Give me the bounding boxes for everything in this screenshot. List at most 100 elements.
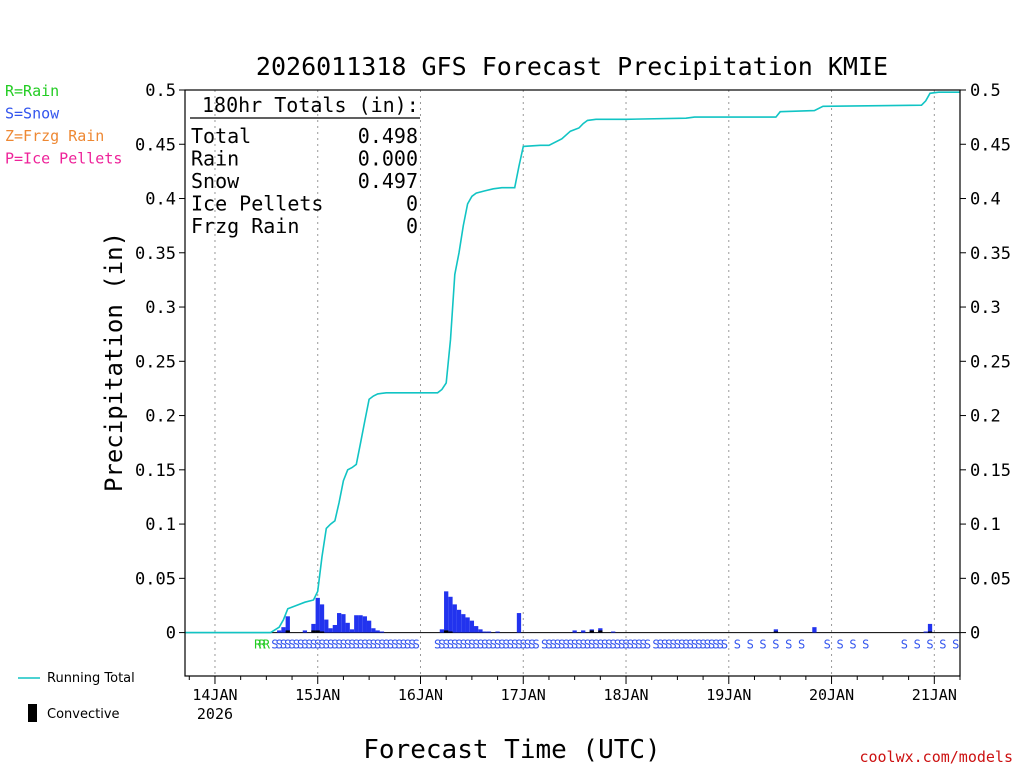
plot-frame: [184, 89, 961, 677]
snow-bar: [923, 631, 928, 633]
snow-marker: S: [532, 638, 539, 652]
convective-bar: [285, 630, 290, 633]
snow-bar: [773, 629, 779, 633]
snow-marker: S: [306, 638, 313, 652]
snow-bar: [337, 613, 342, 633]
snow-bar: [371, 628, 376, 633]
snow-marker: S: [824, 638, 831, 652]
snow-bar: [444, 591, 449, 633]
snow-bar: [482, 631, 487, 633]
snow-marker: S: [926, 638, 933, 652]
y-tick-label-left: 0.3: [145, 298, 176, 318]
y-tick-label-right: 0.45: [970, 135, 1011, 155]
rain-marker: R: [254, 638, 262, 652]
totals-header: 180hr Totals (in):: [202, 93, 419, 117]
x-tick-label: 18JAN: [603, 686, 648, 704]
series-legend: Running Total Convective: [18, 671, 135, 722]
snow-marker: S: [580, 638, 587, 652]
snow-marker: S: [271, 638, 278, 652]
snow-bar: [375, 630, 380, 633]
snow-bar: [611, 631, 616, 633]
precip-type-legend-item: Z=Frzg Rain: [5, 127, 104, 145]
snow-marker: S: [365, 638, 372, 652]
x-tick-label: 21JAN: [912, 686, 957, 704]
snow-marker: S: [288, 638, 295, 652]
snow-marker: S: [391, 638, 398, 652]
snow-bar: [341, 614, 346, 633]
snow-bar: [927, 623, 933, 633]
snow-marker: S: [584, 638, 591, 652]
snow-marker: S: [627, 638, 634, 652]
snow-marker: S: [378, 638, 385, 652]
snow-marker: S: [370, 638, 377, 652]
snow-bar: [478, 629, 483, 633]
x-axis-label: Forecast Time (UTC): [363, 735, 660, 765]
snow-marker: S: [353, 638, 360, 652]
snow-marker: S: [528, 638, 535, 652]
snow-marker: S: [361, 638, 368, 652]
snow-marker: S: [336, 638, 343, 652]
convective-bar: [598, 630, 603, 633]
y-tick-label-left: 0.4: [145, 190, 176, 210]
precip-type-legend-item: S=Snow: [5, 105, 60, 123]
snow-bar: [452, 604, 457, 633]
snow-marker: S: [691, 638, 698, 652]
totals-row-value: 0.498: [358, 124, 418, 148]
snow-marker: S: [404, 638, 411, 652]
y-tick-label-left: 0.15: [135, 461, 176, 481]
totals-row-label: Rain: [191, 147, 239, 171]
totals-row-label: Snow: [191, 169, 240, 193]
snow-marker: S: [734, 638, 741, 652]
x-tick-label: 14JAN: [192, 686, 237, 704]
rain-marker: R: [258, 638, 266, 652]
snow-marker: S: [327, 638, 334, 652]
snow-marker: S: [575, 638, 582, 652]
precip-bars: [277, 591, 933, 633]
snow-marker: S: [747, 638, 754, 652]
snow-marker: S: [939, 638, 946, 652]
y-axis-label: Precipitation (in): [100, 232, 128, 492]
snow-bar: [516, 613, 522, 633]
y-tick-label-right: 0.3: [970, 298, 1001, 318]
snow-marker: S: [849, 638, 856, 652]
snow-marker: S: [451, 638, 458, 652]
snow-bar: [285, 616, 290, 633]
snow-bar: [319, 604, 325, 633]
snow-bar: [572, 630, 577, 633]
y-tick-label-right: 0.05: [970, 569, 1011, 589]
snow-bar: [461, 614, 466, 633]
precip-type-legend-item: R=Rain: [5, 82, 59, 100]
snow-marker: S: [340, 638, 347, 652]
totals-row-label: Total: [191, 124, 251, 148]
snow-marker: S: [485, 638, 492, 652]
snow-marker: S: [610, 638, 617, 652]
snow-marker: S: [862, 638, 869, 652]
snow-marker: S: [331, 638, 338, 652]
snow-marker: S: [473, 638, 480, 652]
snow-marker: S: [567, 638, 574, 652]
snow-marker: S: [413, 638, 420, 652]
snow-marker: S: [284, 638, 291, 652]
snow-marker: S: [682, 638, 689, 652]
rain-marker: R: [263, 638, 271, 652]
snow-marker: S: [635, 638, 642, 652]
snow-marker: S: [374, 638, 381, 652]
convective-bar: [448, 631, 453, 633]
snow-marker: S: [652, 638, 659, 652]
snow-bar: [354, 615, 359, 633]
snow-marker: S: [661, 638, 668, 652]
snow-marker: S: [798, 638, 805, 652]
convective-bar: [773, 631, 779, 633]
snow-bar: [311, 623, 316, 633]
snow-marker: S: [550, 638, 557, 652]
y-tick-label-right: 0.25: [970, 352, 1011, 372]
totals-row-value: 0.000: [358, 147, 418, 171]
snow-marker: S: [631, 638, 638, 652]
snow-marker: S: [383, 638, 390, 652]
running-total-legend-label: Running Total: [47, 671, 135, 686]
snow-bar: [439, 629, 445, 633]
y-tick-label-left: 0.2: [145, 407, 176, 427]
snow-marker: S: [901, 638, 908, 652]
convective-bar: [589, 630, 594, 633]
